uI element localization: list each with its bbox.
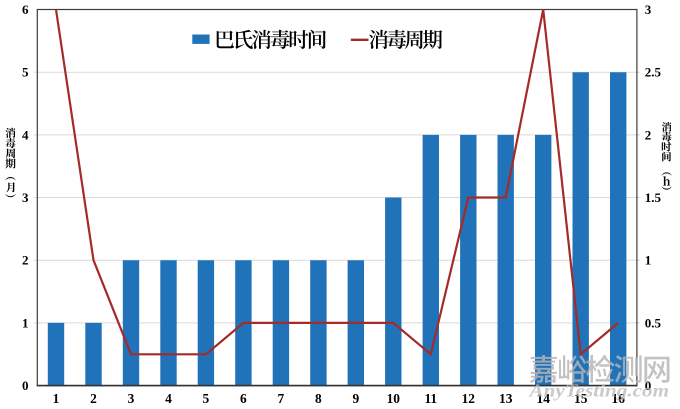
svg-text:1: 1 [22,315,29,330]
svg-text:5: 5 [22,65,29,80]
svg-text:1.5: 1.5 [645,190,662,205]
svg-text:4: 4 [165,391,172,406]
svg-text:4: 4 [22,127,29,142]
svg-text:16: 16 [612,391,626,406]
svg-text:5: 5 [203,391,210,406]
svg-text:15: 15 [574,391,588,406]
svg-text:7: 7 [278,391,285,406]
svg-text:1: 1 [645,253,652,268]
svg-text:0: 0 [645,378,652,393]
svg-text:2.5: 2.5 [645,65,662,80]
svg-text:6: 6 [240,391,247,406]
svg-text:13: 13 [499,391,513,406]
svg-text:0.5: 0.5 [645,315,662,330]
svg-text:6: 6 [22,2,29,17]
svg-text:3: 3 [128,391,135,406]
svg-text:11: 11 [424,391,437,406]
svg-text:0: 0 [22,378,29,393]
svg-text:2: 2 [22,253,29,268]
svg-text:3: 3 [645,2,652,17]
svg-text:1: 1 [53,391,60,406]
svg-text:AnyTesting.com: AnyTesting.com [528,380,669,400]
svg-text:9: 9 [352,391,359,406]
svg-text:10: 10 [387,391,401,406]
svg-text:14: 14 [537,391,551,406]
svg-text:12: 12 [462,391,476,406]
svg-text:2: 2 [90,391,97,406]
svg-text:3: 3 [22,190,29,205]
svg-text:2: 2 [645,127,652,142]
svg-text:8: 8 [315,391,322,406]
